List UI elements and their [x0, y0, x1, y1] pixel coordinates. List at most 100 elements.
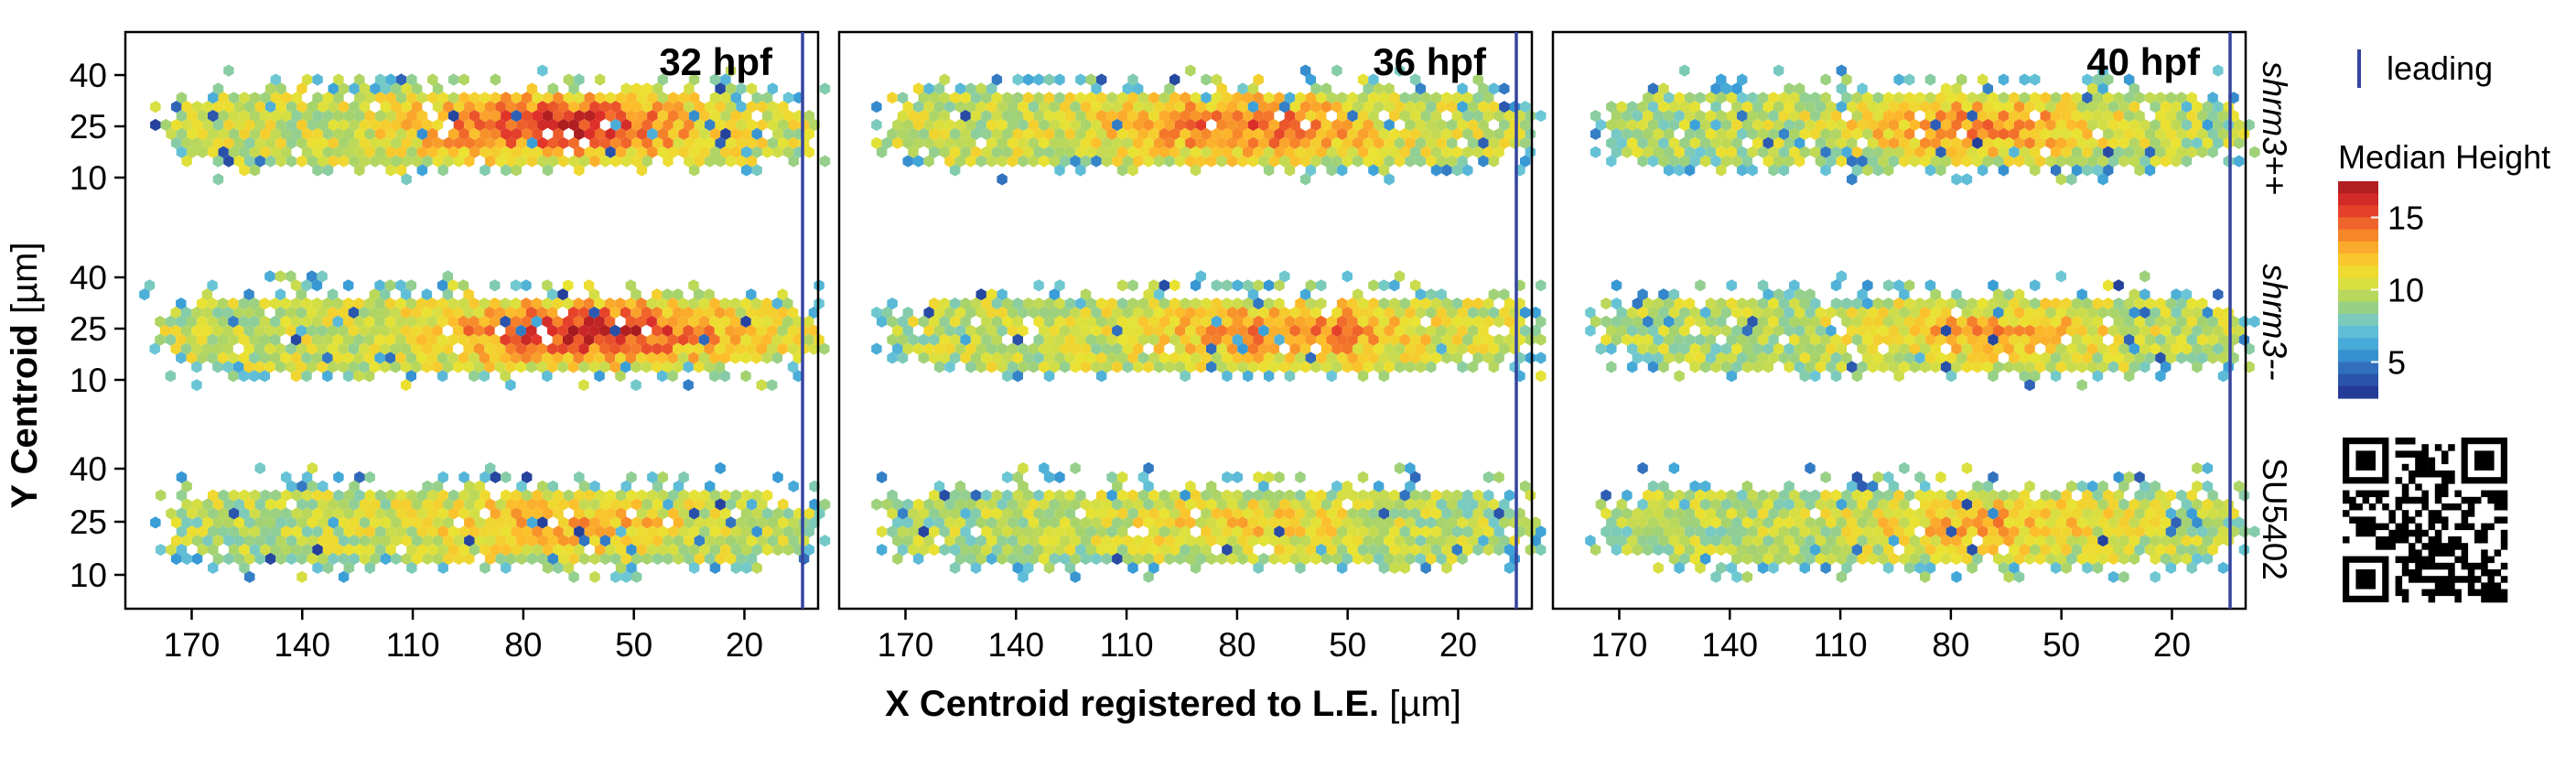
hexbin: [986, 361, 997, 373]
hexbin: [2071, 92, 2083, 104]
hexbin: [876, 525, 888, 538]
hexbin: [1409, 92, 1421, 104]
panel-2-1: [1585, 270, 2260, 392]
hexbin: [253, 342, 265, 355]
hexbin: [380, 155, 392, 168]
hexbin: [1143, 118, 1154, 132]
hexbin: [1951, 118, 1962, 132]
hexbin: [1426, 118, 1437, 132]
hexbin: [463, 342, 474, 355]
hexbin: [201, 306, 213, 319]
hexbin: [422, 155, 433, 168]
hexbin: [1940, 155, 1952, 168]
hexbin: [338, 155, 350, 168]
hexbin: [631, 379, 641, 392]
hexbin: [2213, 101, 2224, 114]
hexbin: [322, 297, 333, 310]
hexbin: [1195, 101, 1206, 114]
hexbin: [364, 146, 375, 158]
hexbin: [709, 92, 721, 104]
hexbin: [1054, 73, 1065, 86]
hexbin: [2055, 270, 2066, 283]
hexbin: [474, 101, 485, 114]
hexbin: [1482, 315, 1494, 328]
hexbin: [719, 315, 730, 328]
hexbin: [588, 324, 600, 337]
hexbin: [975, 82, 986, 95]
hexbin: [761, 297, 772, 310]
hexbin: [578, 306, 589, 319]
hexbin: [264, 155, 276, 168]
hexbin: [981, 127, 992, 140]
hexbin: [677, 351, 689, 364]
hexbin: [522, 110, 533, 123]
hexbin: [574, 92, 585, 104]
hexbin: [312, 92, 323, 104]
hexbin: [1085, 92, 1096, 104]
hexbin: [997, 101, 1008, 114]
hexbin: [1336, 351, 1348, 364]
hexbin: [1668, 136, 1680, 149]
hexbin: [1826, 155, 1837, 168]
hexbin: [933, 324, 945, 337]
hexbin: [1815, 118, 1827, 132]
hexbin: [756, 379, 767, 392]
hexbin: [1493, 110, 1504, 123]
hexbin: [912, 155, 924, 168]
hexbin: [1112, 342, 1123, 355]
hexbin: [1159, 92, 1169, 104]
hexbin: [363, 297, 375, 310]
qr-module: [2355, 490, 2363, 498]
hexbin: [432, 361, 443, 373]
hexbin: [897, 127, 909, 140]
hexbin: [1342, 361, 1353, 373]
hexbin: [1430, 351, 1442, 364]
hexbin: [574, 110, 585, 123]
hexbin: [975, 324, 986, 337]
hexbin: [1342, 155, 1353, 168]
hexbin: [578, 379, 589, 392]
hexbin: [490, 110, 501, 123]
hexbin: [374, 92, 386, 104]
hexbin: [567, 306, 579, 319]
hexbin: [1258, 155, 1269, 168]
hexbin: [902, 101, 913, 114]
hexbin: [871, 306, 882, 319]
hexbin: [1768, 127, 1779, 140]
hexbin: [1637, 155, 1648, 168]
hexbin: [552, 351, 563, 364]
hexbin: [782, 297, 793, 310]
hexbin: [2213, 118, 2224, 132]
hexbin: [1689, 118, 1700, 132]
hexbin: [1616, 101, 1627, 114]
hexbin: [730, 92, 741, 104]
hexbin: [422, 136, 433, 149]
hexbin: [458, 92, 469, 104]
hexbin: [218, 127, 229, 140]
hexbin: [1336, 297, 1348, 310]
hexbin: [1237, 306, 1248, 319]
hexbin: [223, 118, 234, 132]
hexbin: [1133, 82, 1144, 95]
hexbin: [343, 333, 354, 346]
hexbin: [719, 333, 730, 346]
hexbin: [411, 101, 423, 114]
hexbin: [1626, 136, 1638, 149]
hexbin: [453, 118, 465, 132]
hexbin: [1467, 324, 1479, 337]
hexbin: [563, 73, 575, 86]
hexbin: [1773, 136, 1784, 149]
hexbin: [458, 279, 469, 292]
hexbin: [395, 146, 407, 158]
hexbin: [1467, 136, 1479, 149]
hexbin: [1737, 92, 1748, 104]
hexbin: [567, 361, 579, 373]
hexbin: [725, 324, 736, 337]
qr-module: [2441, 516, 2449, 524]
hexbin: [1206, 155, 1217, 168]
hexbin: [1430, 146, 1442, 158]
hexbin: [1778, 146, 1790, 158]
hexbin: [1185, 155, 1196, 168]
hexbin: [2123, 110, 2135, 123]
hexbin: [286, 118, 297, 132]
